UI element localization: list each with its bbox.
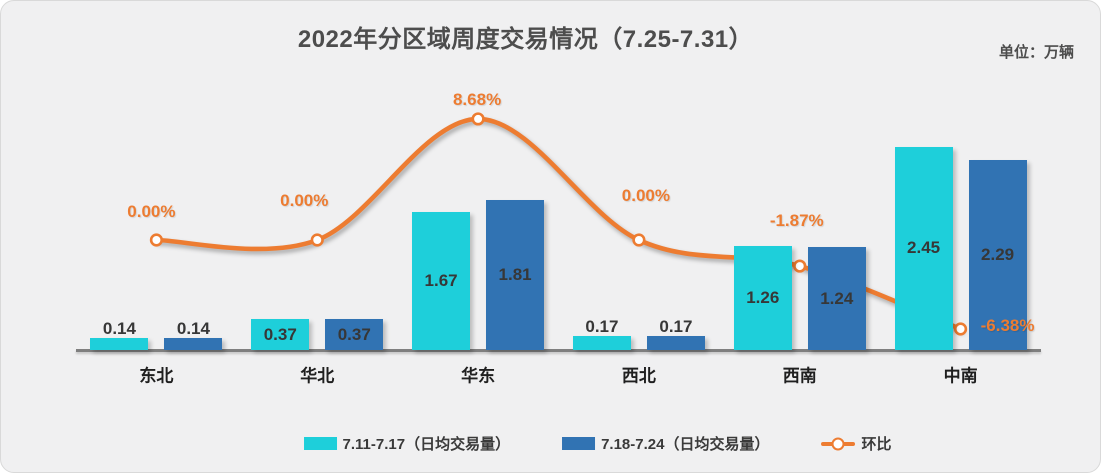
bar-value-label: 0.17 xyxy=(659,316,693,336)
legend-label-week1: 7.11-7.17（日均交易量） xyxy=(342,436,511,453)
trend-marker-1[interactable] xyxy=(149,233,164,247)
bar-value-label: 0.14 xyxy=(176,319,210,339)
bar-week1-5[interactable] xyxy=(733,245,792,350)
category-label-1: 东北 xyxy=(139,366,174,386)
bar-week2-3[interactable] xyxy=(486,199,545,350)
ratio-line-swatch-icon xyxy=(821,437,856,450)
trend-marker-6[interactable] xyxy=(953,322,968,336)
legend: 7.11-7.17（日均交易量） 7.18-7.24（日均交易量） 环比 xyxy=(303,433,891,454)
bar-week1-6[interactable] xyxy=(894,146,953,350)
bar-week2-2[interactable] xyxy=(325,319,384,350)
category-label-5: 西南 xyxy=(782,366,817,386)
bar-week2-4[interactable] xyxy=(646,335,705,350)
trend-marker-4[interactable] xyxy=(632,233,646,247)
category-label-3: 华东 xyxy=(461,366,496,386)
category-label-2: 华北 xyxy=(300,366,335,386)
bar-week2-1[interactable] xyxy=(164,338,223,350)
category-label-6: 中南 xyxy=(943,366,978,386)
bar-value-label: 1.26 xyxy=(746,287,780,307)
percent-label-5: -1.87% xyxy=(769,211,824,231)
x-axis-line xyxy=(76,349,1041,352)
bar-week2-6[interactable] xyxy=(968,160,1027,350)
legend-item-week1[interactable]: 7.11-7.17（日均交易量） xyxy=(303,433,511,454)
trend-marker-3[interactable] xyxy=(471,112,485,126)
bar-value-label: 1.24 xyxy=(820,288,854,308)
bar-week1-4[interactable] xyxy=(572,335,631,350)
percent-label-2: 0.00% xyxy=(280,191,329,210)
bar-week1-2[interactable] xyxy=(251,319,310,350)
bar-value-label: 0.14 xyxy=(102,319,136,339)
legend-item-week2[interactable]: 7.18-7.24（日均交易量） xyxy=(562,433,769,454)
legend-label-week2: 7.18-7.24（日均交易量） xyxy=(601,436,770,453)
bar-value-label: 0.37 xyxy=(337,324,371,344)
bar-value-label: 2.29 xyxy=(981,245,1015,265)
bar-value-label: 1.67 xyxy=(424,270,458,290)
bar-value-label: 0.37 xyxy=(263,324,297,344)
week1-series-swatch-icon xyxy=(303,437,337,450)
bar-week1-1[interactable] xyxy=(90,338,149,350)
trend-marker-5[interactable] xyxy=(793,259,807,273)
bar-week1-3[interactable] xyxy=(412,211,471,350)
week2-series-swatch-icon xyxy=(562,437,596,450)
percent-label-1: 0.00% xyxy=(127,202,176,221)
legend-item-ratio[interactable]: 环比 xyxy=(821,433,891,454)
bar-value-label: 1.81 xyxy=(498,264,532,284)
bar-value-label: 0.17 xyxy=(585,316,619,336)
trend-marker-2[interactable] xyxy=(310,233,324,247)
chart-title: 2022年分区域周度交易情况（7.25-7.31） xyxy=(297,26,754,53)
unit-label: 单位：万辆 xyxy=(998,44,1074,61)
legend-label-ratio: 环比 xyxy=(861,436,892,453)
percent-label-4: 0.00% xyxy=(621,186,671,205)
percent-label-6: -6.38% xyxy=(980,316,1035,335)
percent-label-3: 8.68% xyxy=(452,89,502,109)
category-label-4: 西北 xyxy=(621,366,656,386)
bar-week2-5[interactable] xyxy=(807,247,866,350)
bar-value-label: 2.45 xyxy=(907,238,941,258)
